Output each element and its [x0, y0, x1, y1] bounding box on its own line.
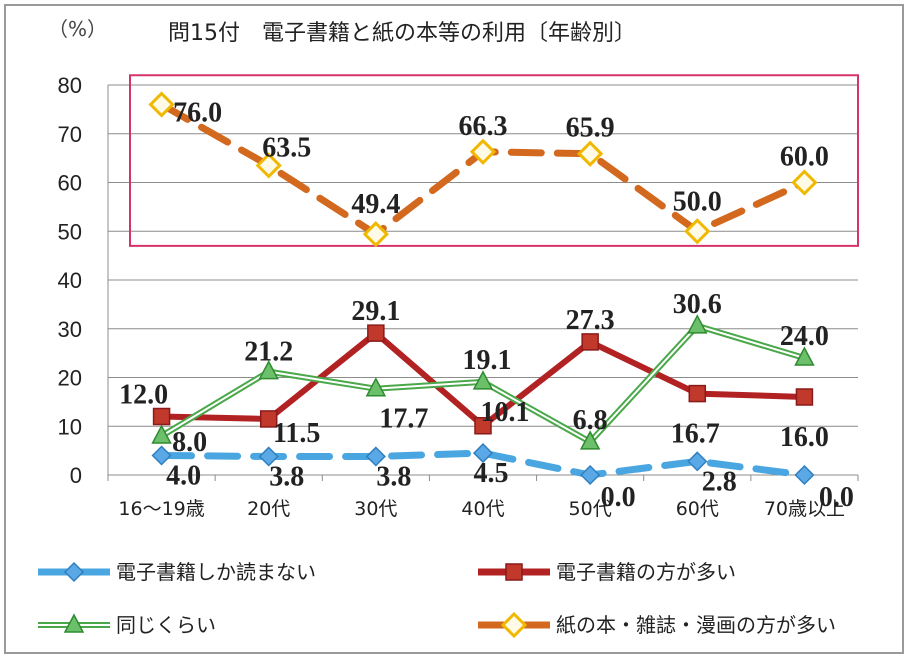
series-group — [148, 91, 818, 486]
data-label: 10.1 — [481, 397, 530, 428]
legend-item-1: 電子書籍の方が多い — [478, 560, 736, 584]
data-point-marker — [472, 443, 494, 464]
data-label: 49.4 — [351, 189, 400, 220]
y-tick-label: 60 — [58, 171, 82, 196]
x-tick-label: 60代 — [676, 498, 719, 520]
data-label: 3.8 — [269, 461, 304, 492]
y-tick-label: 50 — [58, 219, 82, 244]
x-tick-label: 70歳以上 — [764, 498, 845, 520]
data-point-marker — [148, 91, 175, 118]
gridlines — [108, 84, 858, 476]
data-label: 8.0 — [172, 427, 207, 458]
data-label: 66.3 — [459, 111, 508, 142]
series-0 — [151, 443, 815, 486]
data-point-marker — [794, 346, 815, 366]
data-point-marker — [63, 561, 85, 583]
legend-label: 同じくらい — [116, 613, 216, 637]
data-point-marker — [365, 446, 386, 467]
x-tick-label: 50代 — [569, 498, 612, 520]
y-tick-label: 30 — [58, 317, 82, 342]
legend-label: 電子書籍しか読まない — [116, 560, 316, 584]
data-label: 16.0 — [780, 422, 829, 453]
y-tick-label: 70 — [58, 122, 82, 147]
data-label: 2.8 — [702, 466, 737, 497]
data-point-marker — [472, 370, 494, 390]
data-point-marker — [474, 417, 492, 435]
data-point-marker — [365, 377, 387, 397]
x-tick-label: 16〜19歳 — [118, 498, 204, 520]
data-label: 4.0 — [166, 461, 201, 492]
data-label: 24.0 — [780, 321, 829, 352]
y-tick-label: 40 — [58, 268, 82, 293]
y-unit-label: （%） — [48, 17, 107, 41]
x-tick-label: 30代 — [354, 498, 397, 520]
data-label: 60.0 — [780, 142, 829, 173]
data-label: 4.5 — [474, 458, 509, 489]
data-label: 0.0 — [601, 482, 636, 513]
data-point-marker — [505, 563, 523, 581]
x-tick-label: 40代 — [461, 498, 504, 520]
data-point-marker — [500, 611, 528, 639]
series-1 — [152, 324, 814, 435]
data-label: 11.5 — [273, 418, 320, 449]
axes: 0 10 20 30 40 50 60 70 80 16〜19歳 20代 30代 40代 50代 60代 70… — [58, 73, 859, 520]
data-label: 27.3 — [566, 305, 615, 336]
data-point-marker — [258, 360, 279, 380]
y-tick-label: 0 — [70, 463, 82, 488]
data-point-marker — [581, 333, 599, 351]
y-tick-label: 10 — [58, 414, 82, 439]
data-label: 50.0 — [673, 186, 722, 217]
data-point-marker — [687, 451, 708, 472]
series-3 — [148, 91, 818, 248]
data-label: 16.7 — [671, 419, 720, 450]
series-2 — [151, 314, 815, 450]
data-label: 0.0 — [819, 482, 854, 513]
data-point-marker — [791, 169, 818, 196]
data-point-marker — [255, 152, 282, 179]
data-point-marker — [684, 218, 711, 245]
legend-label: 電子書籍の方が多い — [556, 560, 736, 584]
data-point-marker — [688, 384, 707, 403]
legend-item-3: 紙の本・雑誌・漫画の方が多い — [478, 611, 836, 639]
data-point-marker — [795, 388, 814, 406]
data-point-marker — [258, 446, 279, 467]
data-point-marker — [580, 464, 601, 486]
data-label: 29.1 — [351, 296, 400, 327]
data-point-marker — [577, 140, 604, 167]
data-point-marker — [63, 613, 85, 633]
data-label: 30.6 — [673, 289, 722, 320]
data-label: 21.2 — [244, 337, 293, 368]
legend-item-2: 同じくらい — [38, 613, 216, 637]
data-point-marker — [259, 410, 278, 428]
data-labels: 4.0 3.8 3.8 4.5 0.0 2.8 0.0 12.0 11.5 29.1 10.1 27.… — [119, 98, 854, 514]
data-point-marker — [687, 314, 708, 334]
legend-label: 紙の本・雑誌・漫画の方が多い — [556, 613, 836, 637]
x-tick-label: 20代 — [247, 498, 290, 520]
highlight-rectangle — [129, 74, 859, 247]
data-label: 19.1 — [463, 345, 512, 376]
data-point-marker — [579, 430, 601, 450]
data-label: 76.0 — [173, 98, 222, 129]
data-label: 12.0 — [119, 380, 168, 411]
data-point-marker — [794, 464, 815, 486]
y-tick-label: 80 — [58, 73, 82, 98]
data-point-marker — [151, 445, 172, 466]
data-point-marker — [152, 407, 171, 426]
chart-title: 問15付 電子書籍と紙の本等の利用〔年齢別〕 — [168, 21, 636, 46]
data-label: 6.8 — [573, 405, 608, 436]
data-point-marker — [362, 221, 389, 248]
highlight-box — [129, 74, 859, 247]
data-label: 3.8 — [376, 461, 411, 492]
data-point-marker — [151, 424, 172, 444]
y-tick-label: 20 — [58, 366, 82, 391]
data-label: 65.9 — [566, 113, 615, 144]
data-label: 17.7 — [379, 404, 428, 435]
data-label: 63.5 — [262, 132, 311, 163]
legend-item-0: 電子書籍しか読まない — [38, 560, 316, 584]
data-point-marker — [367, 324, 385, 342]
data-point-marker — [469, 138, 497, 165]
